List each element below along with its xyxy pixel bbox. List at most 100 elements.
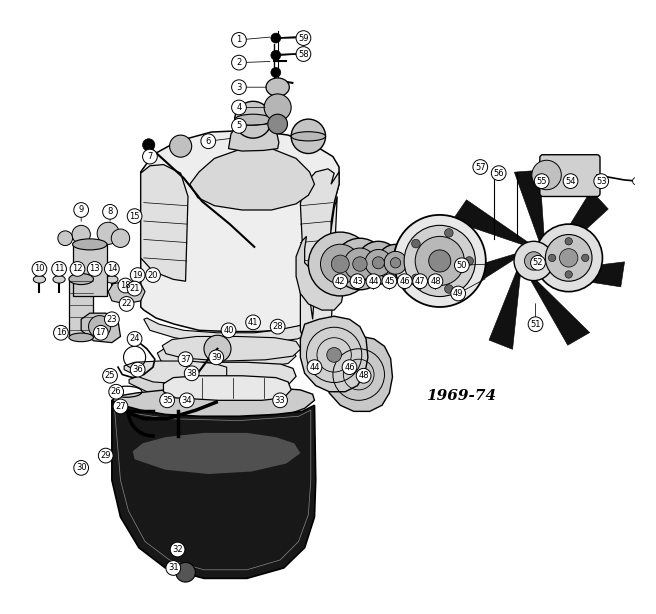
- Circle shape: [176, 562, 195, 582]
- Text: 36: 36: [133, 365, 143, 374]
- Text: 4: 4: [236, 103, 241, 112]
- Circle shape: [98, 448, 113, 463]
- Text: 1969-74: 1969-74: [426, 389, 497, 403]
- Text: 2: 2: [236, 58, 241, 67]
- Circle shape: [528, 317, 543, 332]
- Circle shape: [102, 368, 117, 383]
- Circle shape: [404, 225, 476, 297]
- Circle shape: [342, 360, 357, 375]
- Text: 29: 29: [100, 451, 111, 460]
- Circle shape: [455, 258, 469, 273]
- Circle shape: [291, 119, 325, 154]
- Text: 12: 12: [72, 265, 83, 273]
- Circle shape: [344, 248, 376, 280]
- Circle shape: [429, 250, 451, 272]
- Circle shape: [58, 231, 73, 246]
- Text: 1: 1: [236, 36, 241, 44]
- Circle shape: [127, 332, 142, 346]
- Circle shape: [321, 244, 360, 284]
- Circle shape: [264, 94, 291, 121]
- Circle shape: [531, 255, 545, 270]
- Circle shape: [333, 274, 348, 289]
- Circle shape: [104, 262, 119, 276]
- Circle shape: [327, 348, 342, 362]
- Circle shape: [411, 239, 420, 248]
- Ellipse shape: [266, 78, 289, 96]
- Circle shape: [514, 241, 554, 281]
- Circle shape: [296, 47, 311, 61]
- Circle shape: [307, 360, 322, 375]
- Circle shape: [127, 281, 142, 296]
- Circle shape: [390, 258, 401, 268]
- Polygon shape: [112, 387, 314, 419]
- Circle shape: [235, 101, 272, 138]
- Text: 18: 18: [120, 281, 131, 290]
- Polygon shape: [141, 165, 188, 281]
- Text: 5: 5: [236, 122, 241, 130]
- Text: 57: 57: [475, 163, 485, 171]
- Circle shape: [109, 384, 123, 399]
- Polygon shape: [514, 170, 544, 245]
- Text: 20: 20: [148, 271, 158, 279]
- Polygon shape: [444, 254, 516, 300]
- Circle shape: [113, 399, 128, 414]
- Polygon shape: [81, 313, 121, 343]
- Circle shape: [146, 268, 160, 282]
- Text: 34: 34: [182, 396, 192, 405]
- Polygon shape: [296, 236, 343, 310]
- Circle shape: [160, 393, 174, 408]
- Circle shape: [331, 255, 349, 273]
- Circle shape: [296, 31, 311, 45]
- Text: 44: 44: [309, 363, 319, 371]
- Ellipse shape: [69, 274, 93, 285]
- Circle shape: [491, 166, 506, 181]
- Circle shape: [74, 460, 89, 475]
- Polygon shape: [169, 362, 296, 387]
- Circle shape: [394, 215, 486, 307]
- Text: 8: 8: [108, 208, 113, 216]
- Circle shape: [70, 262, 85, 276]
- Text: 22: 22: [121, 300, 132, 308]
- Circle shape: [221, 323, 236, 338]
- Text: 47: 47: [415, 277, 425, 286]
- Text: 19: 19: [133, 271, 143, 279]
- Circle shape: [142, 149, 157, 164]
- Ellipse shape: [235, 114, 272, 125]
- Circle shape: [93, 325, 108, 340]
- Circle shape: [54, 325, 68, 340]
- Circle shape: [179, 393, 194, 408]
- Text: 39: 39: [211, 353, 222, 362]
- Circle shape: [445, 228, 453, 237]
- Circle shape: [131, 362, 145, 377]
- Text: 54: 54: [565, 177, 576, 185]
- Circle shape: [415, 236, 464, 286]
- Text: 38: 38: [186, 369, 197, 378]
- Circle shape: [209, 350, 224, 365]
- Circle shape: [445, 285, 453, 293]
- Polygon shape: [124, 361, 227, 384]
- Polygon shape: [300, 316, 368, 392]
- Polygon shape: [547, 262, 625, 287]
- Text: 46: 46: [400, 277, 410, 286]
- Circle shape: [170, 135, 192, 157]
- Text: 44: 44: [368, 277, 379, 286]
- Bar: [73, 242, 107, 296]
- Text: 42: 42: [335, 277, 346, 286]
- Circle shape: [131, 268, 145, 282]
- Text: 32: 32: [173, 545, 183, 554]
- Text: 37: 37: [180, 355, 191, 363]
- Text: 6: 6: [205, 137, 211, 146]
- Circle shape: [184, 366, 199, 381]
- Circle shape: [411, 274, 420, 282]
- Circle shape: [582, 254, 589, 262]
- Ellipse shape: [69, 333, 93, 341]
- Circle shape: [32, 262, 47, 276]
- FancyBboxPatch shape: [540, 155, 600, 196]
- Circle shape: [204, 335, 231, 362]
- Polygon shape: [133, 433, 300, 474]
- Circle shape: [473, 160, 487, 174]
- Text: 13: 13: [89, 265, 100, 273]
- Text: 40: 40: [223, 326, 234, 335]
- Circle shape: [166, 561, 180, 575]
- Circle shape: [232, 100, 247, 115]
